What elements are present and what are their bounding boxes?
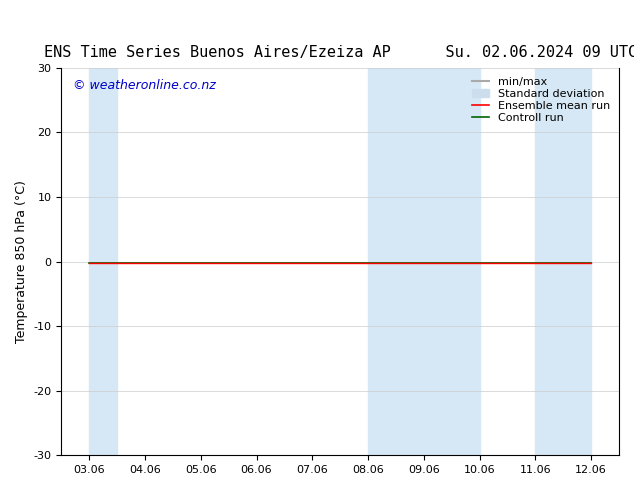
Bar bbox=[368, 68, 479, 455]
Text: © weatheronline.co.nz: © weatheronline.co.nz bbox=[72, 79, 216, 93]
Title: ENS Time Series Buenos Aires/Ezeiza AP      Su. 02.06.2024 09 UTC: ENS Time Series Buenos Aires/Ezeiza AP S… bbox=[44, 45, 634, 60]
Y-axis label: Temperature 850 hPa (°C): Temperature 850 hPa (°C) bbox=[15, 180, 28, 343]
Bar bbox=[535, 68, 591, 455]
Legend: min/max, Standard deviation, Ensemble mean run, Controll run: min/max, Standard deviation, Ensemble me… bbox=[469, 74, 614, 127]
Bar bbox=[89, 68, 117, 455]
